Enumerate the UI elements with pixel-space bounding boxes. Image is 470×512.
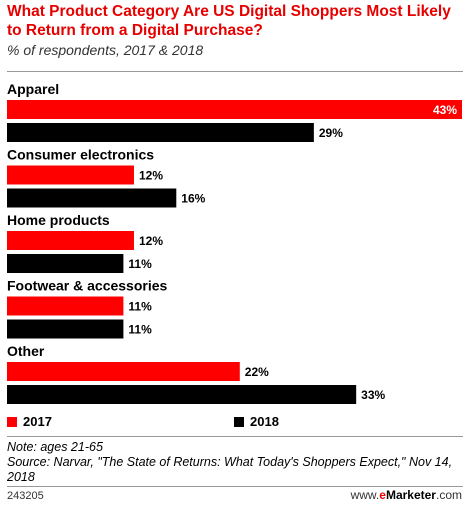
bottom-divider [7,436,463,437]
notes: Note: ages 21-65 Source: Narvar, "The St… [7,440,467,485]
bar-apparel-2018 [7,123,314,142]
value-label-consumer-electronics-2018: 16% [181,192,205,206]
top-divider [7,71,463,72]
category-label-other: Other [7,343,45,359]
footer-divider [7,486,463,487]
legend-swatch-2017 [7,417,17,427]
bar-chart: Apparel 43% 29% Consumer electronics 12% 16% H… [7,81,462,404]
value-label-consumer-electronics-2017: 12% [139,169,163,183]
chart-id: 243205 [7,490,44,502]
value-label-apparel-2018: 29% [319,126,343,140]
bar-consumer-electronics-2018 [7,188,177,208]
category-label-home-products: Home products [7,212,110,228]
chart-subtitle: % of respondents, 2017 & 2018 [7,42,204,58]
bar-consumer-electronics-2017 [7,165,134,185]
legend-item-2017: 2017 [7,414,52,429]
legend-swatch-2018 [234,417,244,427]
category-label-consumer-electronics: Consumer electronics [7,147,154,163]
bar-other-2017 [7,362,240,381]
legend-label-2017: 2017 [23,414,52,429]
source-text: Source: Narvar, "The State of Returns: W… [7,455,453,484]
legend-label-2018: 2018 [250,414,279,429]
category-label-footwear-accessories: Footwear & accessories [7,278,168,294]
value-label-home-products-2018: 11% [128,257,152,271]
note-text: Note: ages 21-65 [7,440,103,454]
bar-other-2018 [7,385,357,404]
bar-footwear-accessories-2017 [7,296,124,316]
chart-title: What Product Category Are US Digital Sho… [7,3,451,39]
bar-footwear-accessories-2018 [7,319,124,339]
value-label-other-2017: 22% [245,365,269,379]
value-label-other-2018: 33% [361,388,385,402]
value-label-footwear-accessories-2017: 11% [128,300,152,314]
category-label-apparel: Apparel [7,81,59,97]
bar-home-products-2018 [7,254,124,273]
bar-apparel-2017 [7,100,462,119]
value-label-footwear-accessories-2018: 11% [128,323,152,337]
legend-item-2018: 2018 [234,414,279,429]
bar-home-products-2017 [7,231,134,250]
value-label-apparel-2017: 43% [433,103,457,117]
value-label-home-products-2017: 12% [139,234,163,248]
brand-logo: www.eMarketer.com [350,488,462,502]
